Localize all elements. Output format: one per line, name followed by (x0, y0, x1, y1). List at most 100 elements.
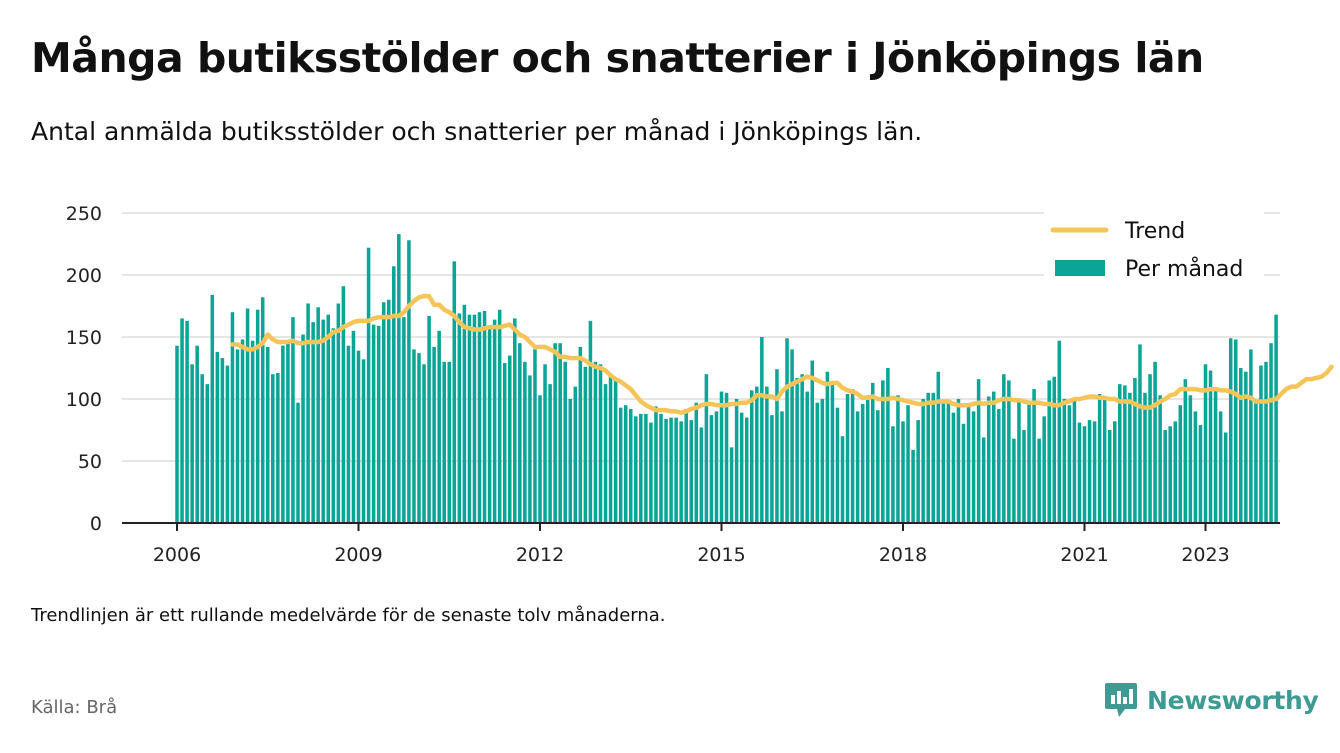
bar (215, 351, 220, 523)
bar (684, 408, 688, 523)
bar (1274, 314, 1278, 523)
chart-title: Många butiksstölder och snatterier i Jön… (31, 34, 1204, 82)
bar (790, 349, 794, 523)
bar (205, 384, 210, 523)
bar (709, 415, 714, 523)
bar (644, 413, 648, 523)
bar (326, 314, 331, 523)
bar (195, 345, 199, 523)
bar (951, 412, 956, 523)
bar (240, 339, 245, 523)
bar (1037, 438, 1041, 523)
y-tick-label: 100 (66, 389, 102, 411)
bar (190, 364, 194, 523)
bar (815, 402, 820, 523)
bar (966, 405, 971, 523)
bar (1042, 416, 1046, 523)
bar (1102, 399, 1107, 523)
bar (1138, 344, 1142, 523)
bar (487, 327, 492, 523)
bar (316, 307, 320, 523)
bar (235, 349, 240, 523)
legend-background (1044, 212, 1264, 292)
bar (775, 369, 779, 523)
bar (755, 386, 759, 523)
bar (1233, 339, 1238, 523)
bar (800, 374, 804, 523)
bar (926, 392, 930, 523)
bar (1082, 426, 1087, 523)
x-tick-label: 2015 (697, 544, 745, 566)
y-tick-label: 250 (66, 203, 102, 225)
bar (477, 312, 482, 523)
bar (1254, 402, 1258, 523)
bar (881, 380, 885, 523)
bar (1022, 430, 1026, 523)
bar (482, 310, 487, 523)
bar (628, 408, 633, 523)
y-tick-label: 0 (90, 513, 102, 535)
bar (634, 416, 638, 523)
bar (1007, 380, 1011, 523)
bar (1264, 361, 1268, 523)
bar (1128, 392, 1132, 523)
y-tick-label: 200 (66, 265, 102, 287)
bar (870, 382, 875, 523)
bar (1259, 365, 1263, 523)
bar (1123, 385, 1127, 523)
bar (1213, 387, 1218, 523)
bar (1158, 395, 1162, 523)
bar (1087, 420, 1092, 523)
bar (210, 294, 215, 523)
bar (507, 355, 512, 523)
bar (603, 384, 608, 523)
bar (911, 449, 915, 523)
bar (749, 390, 754, 523)
bar (891, 426, 895, 523)
bar (1208, 370, 1213, 523)
bar (830, 384, 835, 523)
bar (997, 408, 1001, 523)
bar (724, 392, 729, 523)
bar (366, 247, 371, 523)
bar (361, 359, 366, 523)
bar (1052, 376, 1057, 523)
bar (901, 421, 905, 523)
bar (1092, 421, 1097, 523)
bar (1112, 421, 1117, 523)
bar (291, 317, 295, 523)
bar (669, 417, 673, 523)
legend: Trend Per månad (1044, 212, 1264, 292)
bar (744, 417, 749, 523)
bar (699, 427, 704, 523)
x-tick-label: 2006 (153, 544, 201, 566)
bar (770, 415, 774, 523)
bar (200, 374, 204, 523)
bar (513, 318, 517, 523)
bar (1203, 364, 1208, 523)
bar (422, 364, 426, 523)
bar (719, 391, 724, 523)
bar (956, 399, 961, 523)
bar (230, 312, 235, 523)
bar (1168, 426, 1172, 523)
bar (296, 402, 300, 523)
bar (336, 303, 341, 523)
bar (553, 343, 557, 523)
x-tick-label: 2023 (1181, 544, 1229, 566)
bar (936, 371, 941, 523)
bar (538, 395, 542, 523)
bar (402, 317, 406, 523)
bar (467, 314, 472, 523)
bar (739, 412, 744, 523)
bar (1097, 394, 1102, 523)
bar (1143, 392, 1147, 523)
bar (734, 399, 739, 523)
bar (981, 437, 986, 523)
bar (946, 400, 951, 523)
x-tick-label: 2021 (1060, 544, 1108, 566)
x-axis: 2006 2009 2012 2015 2018 2021 2023 (122, 522, 1280, 566)
bar (397, 234, 401, 523)
chart: 0 50 100 150 200 250 2006 2009 2012 2015 2018 2021… (66, 203, 1334, 566)
bar (1027, 402, 1031, 523)
